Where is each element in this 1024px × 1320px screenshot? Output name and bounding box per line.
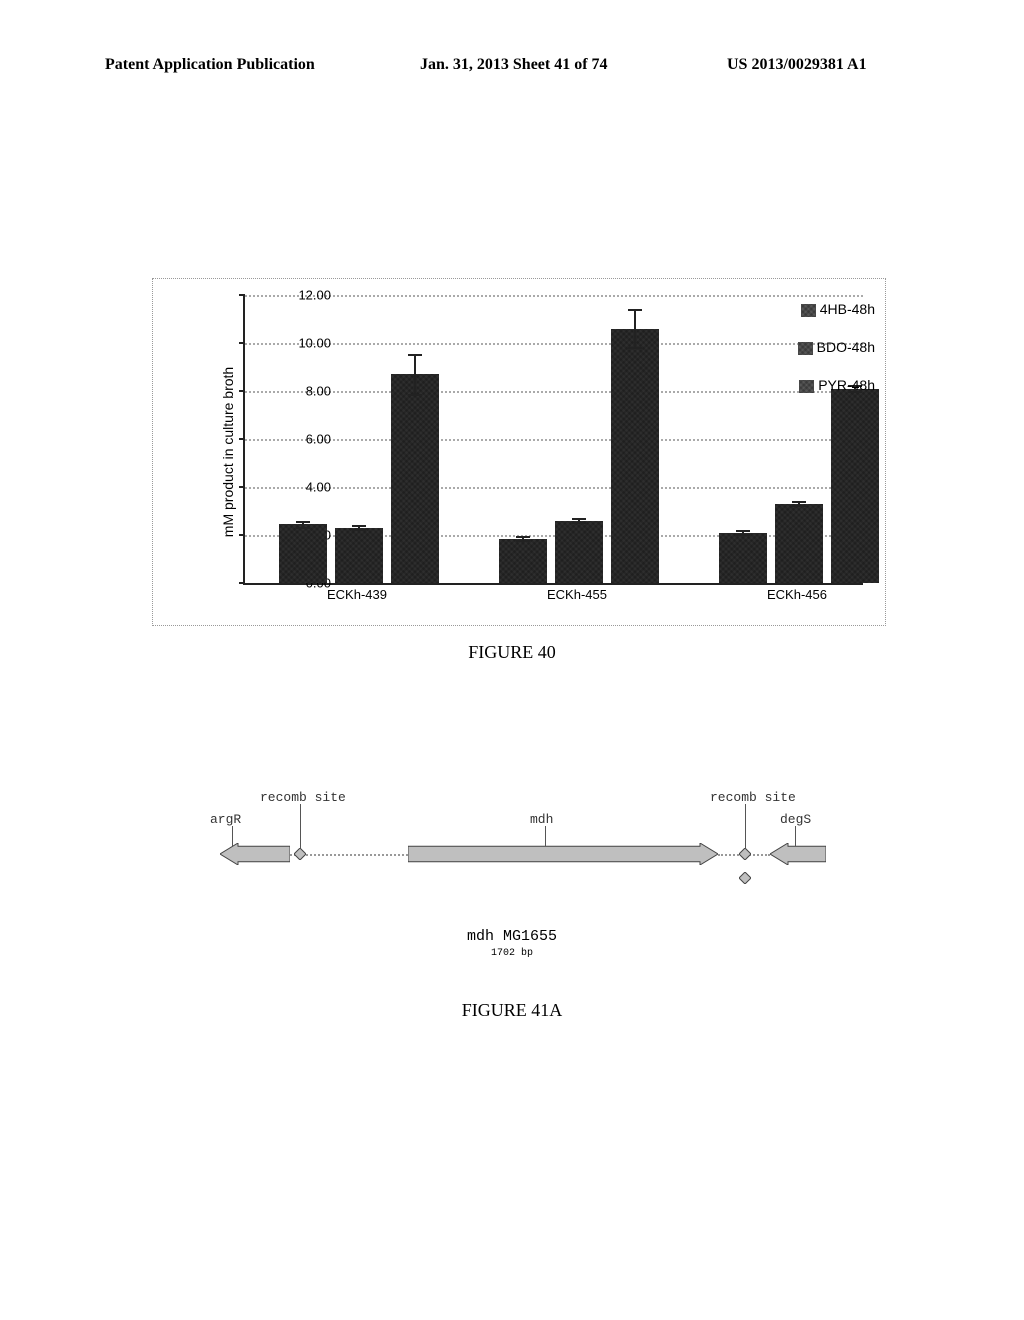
chart-bar	[279, 524, 327, 583]
recomb-site-icon	[294, 848, 306, 860]
gene-arrow	[770, 843, 826, 865]
gene-arrow	[220, 843, 290, 865]
legend-label: BDO-48h	[817, 339, 875, 355]
header-right: US 2013/0029381 A1	[727, 56, 867, 74]
legend-item: 4HB-48h	[801, 301, 875, 317]
chart-bar	[499, 539, 547, 583]
legend-item: BDO-48h	[798, 339, 875, 355]
chart-plot-area: 0.002.004.006.008.0010.0012.00	[243, 295, 863, 585]
recomb-site-icon	[739, 872, 751, 884]
chart-bar	[611, 329, 659, 583]
gene-label-mdh: mdh	[530, 812, 553, 827]
y-tick-label: 8.00	[281, 384, 331, 399]
chart-bar	[831, 389, 879, 583]
chart-y-axis-label: mM product in culture broth	[220, 367, 236, 537]
recomb-label: recomb site	[710, 790, 796, 805]
legend-swatch	[798, 342, 813, 355]
header-left: Patent Application Publication	[105, 56, 315, 74]
leader-line	[745, 804, 746, 848]
diagram-subtitle: 1702 bp	[0, 948, 1024, 959]
header-center: Jan. 31, 2013 Sheet 41 of 74	[420, 56, 608, 74]
x-category-label: ECKh-456	[737, 587, 857, 602]
chart-bar	[719, 533, 767, 583]
track-line	[290, 854, 408, 856]
diagram-title: mdh MG1655	[0, 928, 1024, 945]
y-tick-label: 6.00	[281, 432, 331, 447]
chart-bar	[391, 374, 439, 583]
recomb-label: recomb site	[260, 790, 346, 805]
figure-40-chart: mM product in culture broth 0.002.004.00…	[152, 278, 886, 626]
gene-label-argR: argR	[210, 812, 241, 827]
x-category-label: ECKh-439	[297, 587, 417, 602]
chart-bar	[775, 504, 823, 583]
legend-swatch	[801, 304, 816, 317]
y-tick-label: 10.00	[281, 336, 331, 351]
chart-bar	[335, 528, 383, 583]
y-tick-label: 4.00	[281, 480, 331, 495]
legend-label: 4HB-48h	[820, 301, 875, 317]
figure-41a-caption: FIGURE 41A	[0, 1000, 1024, 1021]
leader-line	[300, 804, 301, 848]
x-category-label: ECKh-455	[517, 587, 637, 602]
leader-line	[795, 826, 796, 846]
figure-40-caption: FIGURE 40	[0, 642, 1024, 663]
y-tick-label: 12.00	[281, 288, 331, 303]
leader-line	[232, 826, 233, 846]
gene-label-degS: degS	[780, 812, 811, 827]
legend-label: PYR-48h	[818, 377, 875, 393]
figure-41a-diagram: recomb siterecomb siteargRmdhdegS	[220, 790, 830, 940]
leader-line	[545, 826, 546, 846]
legend-swatch	[799, 380, 814, 393]
recomb-site-icon	[739, 848, 751, 860]
gene-arrow	[408, 843, 718, 865]
legend-item: PYR-48h	[799, 377, 875, 393]
chart-bar	[555, 521, 603, 583]
